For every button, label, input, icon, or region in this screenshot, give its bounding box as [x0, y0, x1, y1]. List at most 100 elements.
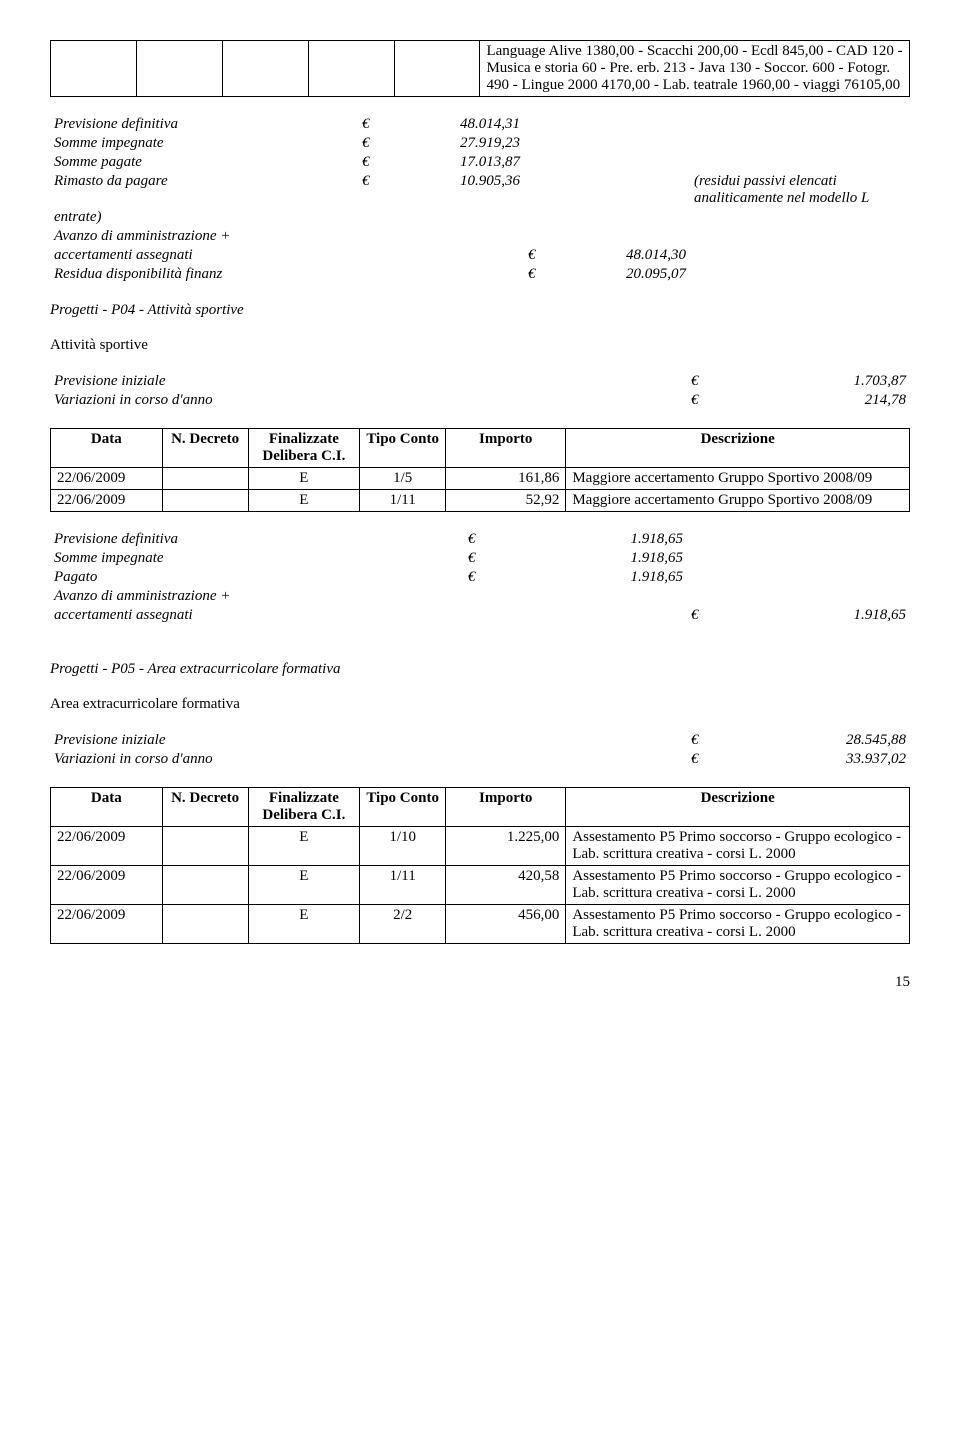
fin-label: accertamenti assegnati	[50, 606, 464, 625]
fin-currency	[464, 587, 529, 606]
financial-block-1: Previsione definitiva€48.014,31Somme imp…	[50, 115, 910, 284]
fin-currency: €	[464, 549, 529, 568]
table-row: 22/06/2009E1/101.225,00Assestamento P5 P…	[51, 827, 910, 866]
fin-value-2	[572, 208, 690, 227]
data-table-3: DataN. DecretoFinalizzate Delibera C.I.T…	[50, 787, 910, 944]
fin-value-2	[572, 172, 690, 208]
fin-currency-2	[524, 172, 572, 208]
fin-value	[528, 750, 687, 769]
fin-currency-2	[687, 587, 752, 606]
table-cell	[162, 905, 248, 944]
table-cell: 1/10	[360, 827, 446, 866]
table-cell: Assestamento P5 Primo soccorso - Gruppo …	[566, 866, 910, 905]
table-cell: E	[248, 827, 360, 866]
fin-currency	[358, 227, 406, 246]
fin-value: 1.918,65	[528, 568, 687, 587]
fin-label: Previsione iniziale	[50, 731, 464, 750]
fin-currency	[464, 372, 529, 391]
fin-value	[406, 265, 524, 284]
top-cell-empty	[394, 41, 480, 97]
table-cell: Assestamento P5 Primo soccorso - Gruppo …	[566, 905, 910, 944]
table-cell: 1/11	[360, 490, 446, 512]
fin-label: Rimasto da pagare	[50, 172, 358, 208]
fin-label: Variazioni in corso d'anno	[50, 391, 464, 410]
fin-currency-2: €	[524, 246, 572, 265]
fin-currency-2	[524, 115, 572, 134]
table-row: 22/06/2009E1/5161,86Maggiore accertament…	[51, 468, 910, 490]
fin-value	[406, 246, 524, 265]
fin-value: 10.905,36	[406, 172, 524, 208]
table-header-cell: N. Decreto	[162, 429, 248, 468]
top-cell-empty	[222, 41, 308, 97]
fin-value: 48.014,31	[406, 115, 524, 134]
financial-block-4: Previsione iniziale €28.545,88 Variazioni …	[50, 731, 910, 769]
table-row: 22/06/2009E2/2456,00Assestamento P5 Prim…	[51, 905, 910, 944]
fin-currency-2: €	[687, 731, 752, 750]
fin-value-2: 48.014,30	[572, 246, 690, 265]
fin-label: Variazioni in corso d'anno	[50, 750, 464, 769]
fin-currency: €	[358, 134, 406, 153]
fin-currency: €	[358, 153, 406, 172]
fin-suffix: (residui passivi elencati analiticamente…	[690, 172, 910, 208]
fin-currency-2	[687, 530, 752, 549]
top-cell-empty	[136, 41, 222, 97]
table-row: 22/06/2009E1/1152,92Maggiore accertament…	[51, 490, 910, 512]
table-cell: 22/06/2009	[51, 905, 163, 944]
fin-label: Avanzo di amministrazione +	[50, 587, 464, 606]
top-cell-description: Language Alive 1380,00 - Scacchi 200,00 …	[480, 41, 910, 97]
fin-value-2: 33.937,02	[751, 750, 910, 769]
table-header-cell: Tipo Conto	[360, 788, 446, 827]
fin-value-2	[572, 227, 690, 246]
table-cell: 1.225,00	[446, 827, 566, 866]
fin-currency-2	[687, 568, 752, 587]
table-cell: 420,58	[446, 866, 566, 905]
fin-value-2	[572, 115, 690, 134]
table-header-cell: Tipo Conto	[360, 429, 446, 468]
fin-currency-2: €	[687, 750, 752, 769]
fin-label: entrate)	[50, 208, 358, 227]
fin-value	[406, 227, 524, 246]
fin-currency	[464, 750, 529, 769]
fin-value	[528, 606, 687, 625]
table-cell: 22/06/2009	[51, 468, 163, 490]
table-header-cell: Importo	[446, 429, 566, 468]
fin-value: 17.013,87	[406, 153, 524, 172]
table-cell: E	[248, 490, 360, 512]
fin-currency-2	[687, 549, 752, 568]
fin-currency-2: €	[687, 372, 752, 391]
top-cell-empty	[308, 41, 394, 97]
table-cell: 1/11	[360, 866, 446, 905]
table-cell: 22/06/2009	[51, 866, 163, 905]
fin-label: Somme impegnate	[50, 134, 358, 153]
table-cell: 22/06/2009	[51, 827, 163, 866]
table-cell	[162, 827, 248, 866]
fin-value-2: 1.918,65	[751, 606, 910, 625]
fin-label: Somme pagate	[50, 153, 358, 172]
table-cell: 1/5	[360, 468, 446, 490]
fin-value	[528, 372, 687, 391]
fin-currency: €	[358, 172, 406, 208]
fin-value-2: 20.095,07	[572, 265, 690, 284]
section-p05-subtitle: Area extracurricolare formativa	[50, 696, 910, 713]
fin-currency-2: €	[687, 606, 752, 625]
fin-currency	[464, 731, 529, 750]
fin-value	[528, 587, 687, 606]
fin-value-2	[572, 153, 690, 172]
table-cell: 2/2	[360, 905, 446, 944]
fin-value-2	[751, 549, 910, 568]
fin-label: Residua disponibilità finanz	[50, 265, 358, 284]
financial-block-2: Previsione iniziale€1.703,87Variazioni i…	[50, 372, 910, 410]
fin-value: 1.918,65	[528, 549, 687, 568]
table-header-cell: Finalizzate Delibera C.I.	[248, 788, 360, 827]
fin-label: Previsione definitiva	[50, 115, 358, 134]
section-p05-title: Progetti - P05 - Area extracurricolare f…	[50, 661, 910, 678]
fin-value-2: 28.545,88	[751, 731, 910, 750]
data-table-2: DataN. DecretoFinalizzate Delibera C.I.T…	[50, 428, 910, 512]
fin-currency-2: €	[524, 265, 572, 284]
fin-currency-2	[524, 208, 572, 227]
fin-value-2: 1.703,87	[751, 372, 910, 391]
section-p04-subtitle: Attività sportive	[50, 337, 910, 354]
top-partial-table: Language Alive 1380,00 - Scacchi 200,00 …	[50, 40, 910, 97]
fin-value-2	[751, 587, 910, 606]
fin-currency-2	[524, 153, 572, 172]
